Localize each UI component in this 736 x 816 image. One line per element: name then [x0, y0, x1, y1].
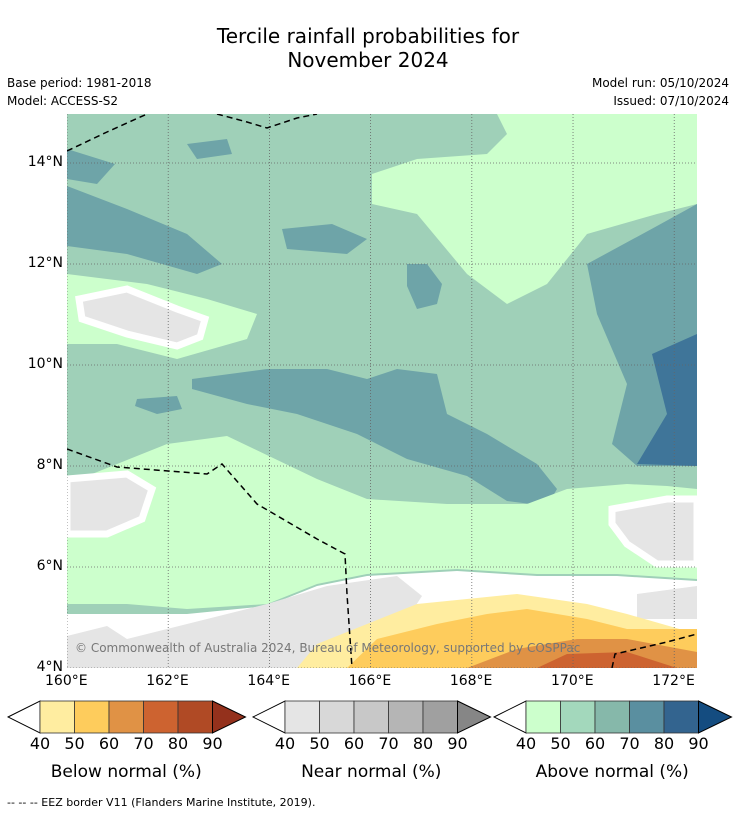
x-tick-label: 162°E — [146, 673, 189, 689]
colorbar-segment — [143, 700, 179, 734]
y-tick-label: 14°N — [27, 153, 63, 170]
colorbar-segment — [74, 700, 110, 734]
colorbar-min-extension — [7, 700, 41, 734]
colorbar-max-extension — [457, 700, 492, 734]
colorbar-tick-label: 40 — [274, 734, 296, 753]
colorbar-segment — [319, 700, 355, 734]
colorbar-max-extension — [698, 700, 733, 734]
colorbar-above — [493, 700, 733, 734]
above-normal-60-region — [67, 149, 115, 184]
colorbar-label: Below normal (%) — [50, 762, 202, 782]
y-tick-label: 8°N — [36, 456, 63, 473]
colorbar-tick-label: 90 — [447, 734, 468, 753]
colorbar-tick-label: 40 — [29, 734, 51, 753]
probability-map — [67, 114, 697, 668]
colorbar-min-extension — [252, 700, 286, 734]
colorbar-tick-label: 50 — [64, 734, 85, 753]
chart-title-line2: November 2024 — [287, 48, 449, 72]
above-normal-60-region — [187, 139, 232, 159]
colorbar-segment — [663, 700, 699, 734]
colorbar-segment — [177, 700, 213, 734]
near-normal-40-region — [67, 470, 157, 538]
colorbar-tick-label: 80 — [412, 734, 434, 753]
model-run: Model run: 05/10/2024 — [591, 76, 729, 90]
colorbar-tick-label: 90 — [202, 734, 223, 753]
colorbar-min-extension — [493, 700, 527, 734]
colorbar-segment — [594, 700, 630, 734]
colorbar-segment — [353, 700, 389, 734]
above-normal-40-region — [372, 114, 697, 304]
near-normal-40-region — [75, 285, 210, 350]
colorbar-below — [7, 700, 247, 734]
x-tick-label: 172°E — [652, 673, 695, 689]
colorbar-segment — [525, 700, 561, 734]
above-normal-60-region — [282, 224, 367, 254]
colorbar-segment — [388, 700, 424, 734]
y-tick-label: 10°N — [27, 355, 63, 372]
colorbar-tick-label: 50 — [550, 734, 571, 753]
colorbar-tick-label: 60 — [584, 734, 606, 753]
colorbar-tick-label: 70 — [378, 734, 399, 753]
colorbar-tick-label: 80 — [653, 734, 675, 753]
above-normal-60-region — [407, 264, 442, 309]
issued-date: Issued: 07/10/2024 — [613, 94, 729, 108]
x-tick-label: 164°E — [247, 673, 290, 689]
colorbar-tick-label: 90 — [688, 734, 709, 753]
colorbar-segment — [108, 700, 144, 734]
colorbar-tick-label: 80 — [167, 734, 189, 753]
x-tick-label: 168°E — [449, 673, 493, 689]
copyright-notice: © Commonwealth of Australia 2024, Bureau… — [75, 641, 581, 655]
colorbar-segment — [629, 700, 665, 734]
colorbar-segment — [422, 700, 458, 734]
colorbar-tick-label: 50 — [309, 734, 330, 753]
y-tick-label: 6°N — [36, 557, 63, 574]
colorbar-tick-label: 70 — [619, 734, 640, 753]
below-normal-70-region — [537, 652, 677, 668]
gridlines — [67, 114, 697, 668]
eez-border — [67, 114, 697, 668]
above-normal-60-region — [67, 186, 222, 274]
y-tick-label: 12°N — [27, 254, 63, 271]
colorbar-max-extension — [212, 700, 247, 734]
colorbar-label: Above normal (%) — [535, 762, 689, 782]
colorbar-tick-label: 60 — [343, 734, 365, 753]
colorbar-near — [252, 700, 492, 734]
colorbar-segment — [284, 700, 320, 734]
near-normal-40-region — [637, 586, 697, 619]
x-tick-label: 170°E — [551, 673, 594, 689]
above-normal-60-region — [192, 369, 557, 506]
x-tick-label: 166°E — [348, 673, 392, 689]
colorbar-tick-label: 40 — [515, 734, 537, 753]
colorbar-tick-label: 60 — [98, 734, 120, 753]
y-tick-label: 4°N — [36, 659, 63, 675]
eez-footnote: -- -- -- EEZ border V11 (Flanders Marine… — [7, 796, 316, 809]
colorbar-label: Near normal (%) — [301, 762, 442, 782]
base-period: Base period: 1981-2018 — [7, 76, 152, 90]
above-normal-60-region — [135, 396, 182, 414]
colorbar-tick-label: 70 — [133, 734, 154, 753]
above-normal-70-region — [637, 334, 697, 466]
chart-title-line1: Tercile rainfall probabilities for — [216, 24, 520, 48]
model-name: Model: ACCESS-S2 — [7, 94, 119, 108]
near-normal-40-region — [608, 495, 697, 568]
x-tick-label: 160°E — [45, 673, 88, 689]
colorbar-segment — [560, 700, 596, 734]
above-normal-40-region — [67, 436, 697, 609]
colorbar-segment — [39, 700, 75, 734]
